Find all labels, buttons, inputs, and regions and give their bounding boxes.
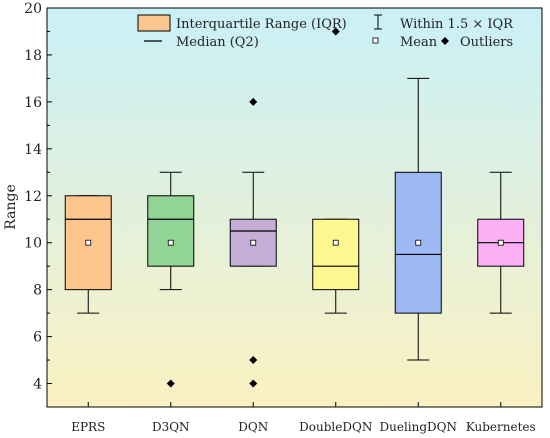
legend-iqr-label: Interquartile Range (IQR) bbox=[176, 17, 347, 32]
outlier-marker bbox=[249, 379, 258, 388]
x-tick-label: Kubernetes bbox=[466, 420, 536, 434]
y-tick-label: 6 bbox=[33, 330, 42, 346]
legend-iqr-swatch bbox=[137, 14, 171, 32]
outlier-marker bbox=[166, 379, 175, 388]
legend-whisker-label: Within 1.5 × IQR bbox=[400, 17, 514, 32]
x-tick-label: D3QN bbox=[152, 420, 190, 434]
legend-outlier-label: Outliers bbox=[460, 35, 513, 50]
y-tick-label: 16 bbox=[24, 95, 42, 111]
x-tick-label: DQN bbox=[238, 420, 268, 434]
iqr-box bbox=[147, 195, 195, 267]
legend: Interquartile Range (IQR) Within 1.5 × IQ… bbox=[137, 14, 514, 50]
y-tick-label: 4 bbox=[33, 377, 42, 393]
x-tick-label: DoubleDQN bbox=[299, 420, 372, 434]
mean-marker bbox=[497, 239, 504, 246]
box-group-eprs bbox=[64, 195, 112, 314]
box-group-duelingdqn bbox=[394, 77, 442, 361]
plot-area-background bbox=[47, 8, 542, 407]
mean-marker bbox=[250, 239, 257, 246]
mean-marker bbox=[332, 239, 339, 246]
x-tick-label: DuelingDQN bbox=[380, 420, 458, 434]
plot-area-frame bbox=[46, 7, 543, 408]
box-group-doubledqn bbox=[312, 27, 360, 314]
mean-marker bbox=[415, 239, 422, 246]
box-group-kubernetes bbox=[477, 171, 525, 314]
x-tick-label: EPRS bbox=[71, 420, 105, 434]
y-axis: 4 6 8 10 12 14 16 18 20 bbox=[24, 1, 52, 408]
outlier-marker bbox=[249, 356, 258, 365]
y-tick-label: 14 bbox=[24, 142, 42, 158]
x-axis: EPRS D3QN DQN DoubleDQN DuelingDQN Kubernetes bbox=[71, 402, 536, 434]
legend-outlier-symbol bbox=[441, 37, 449, 45]
legend-median-label: Median (Q2) bbox=[176, 35, 259, 50]
iqr-box bbox=[312, 218, 360, 291]
y-tick-label: 20 bbox=[24, 1, 42, 17]
mean-marker bbox=[85, 239, 92, 246]
legend-mean-symbol bbox=[372, 37, 379, 44]
mean-marker bbox=[167, 239, 174, 246]
y-tick-label: 8 bbox=[33, 283, 42, 299]
y-tick-label: 12 bbox=[24, 189, 42, 205]
box-group-d3qn bbox=[147, 171, 195, 388]
outlier-marker bbox=[331, 27, 340, 36]
boxes-layer bbox=[64, 27, 525, 388]
box-group-dqn bbox=[229, 97, 277, 388]
y-tick-label: 18 bbox=[24, 48, 42, 64]
outlier-marker bbox=[249, 97, 258, 106]
y-axis-label: Range bbox=[3, 184, 19, 229]
y-tick-label: 10 bbox=[24, 236, 42, 252]
legend-mean-label: Mean bbox=[400, 35, 438, 50]
